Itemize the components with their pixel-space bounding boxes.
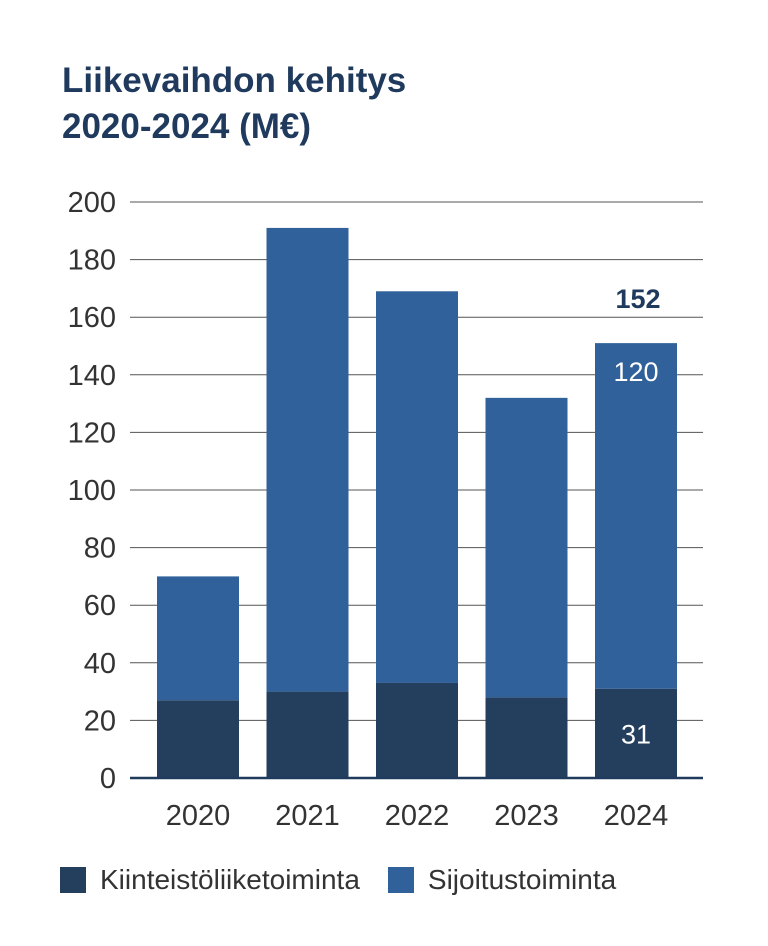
legend: Kiinteistöliiketoiminta Sijoitustoiminta [60,864,644,896]
x-tick-label-2023: 2023 [494,800,559,832]
data-label-kiinteistoliiketoiminta-2024: 31 [621,719,651,749]
total-label-2024: 152 [615,284,660,314]
legend-item-kiinteistoliiketoiminta: Kiinteistöliiketoiminta [60,864,360,896]
bar-kiinteistoliiketoiminta-2021 [266,691,349,778]
bar-sijoitustoiminta-2024 [595,343,677,689]
chart-title-line-2: 2020-2024 (M€) [62,107,312,146]
bar-sijoitustoiminta-2021 [266,227,349,692]
bar-sijoitustoiminta-2023 [485,397,568,698]
bar-kiinteistoliiketoiminta-2022 [376,682,458,778]
x-tick-label-2020: 2020 [166,800,231,832]
bar-kiinteistoliiketoiminta-2020 [157,700,239,778]
stacked-bar-chart: 0 20 40 60 80 100 120 140 160 180 200 2020 2021 2022 2… [68,187,703,832]
x-tick-label-2024: 2024 [604,800,669,832]
y-tick-label-80: 80 [84,533,116,565]
legend-swatch-kiinteistoliiketoiminta [60,867,86,893]
bar-sijoitustoiminta-2020 [157,576,239,701]
y-tick-label-140: 140 [68,360,116,392]
y-tick-label-120: 120 [68,417,116,449]
y-tick-label-60: 60 [84,590,116,622]
x-tick-label-2021: 2021 [275,800,340,832]
legend-swatch-sijoitustoiminta [387,867,414,893]
chart-title-line-1: Liikevaihdon kehitys [62,61,407,100]
x-tick-label-2022: 2022 [385,800,450,832]
legend-label-sijoitustoiminta: Sijoitustoiminta [427,864,617,895]
data-label-sijoitustoiminta-2024: 120 [613,357,658,387]
legend-label-kiinteistoliiketoiminta: Kiinteistöliiketoiminta [100,864,360,895]
y-tick-label-180: 180 [68,245,116,277]
y-tick-label-100: 100 [68,475,116,507]
y-tick-label-40: 40 [84,648,116,680]
y-tick-label-200: 200 [68,187,116,219]
chart-title: Liikevaihdon kehitys 2020-2024 (M€) [62,58,406,150]
legend-item-sijoitustoiminta: Sijoitustoiminta [387,864,617,896]
bar-kiinteistoliiketoiminta-2024 [595,688,677,778]
y-tick-label-160: 160 [68,302,116,334]
bar-sijoitustoiminta-2022 [376,291,458,683]
y-tick-label-0: 0 [100,763,116,795]
y-tick-label-20: 20 [84,705,116,737]
bar-kiinteistoliiketoiminta-2023 [485,697,568,778]
